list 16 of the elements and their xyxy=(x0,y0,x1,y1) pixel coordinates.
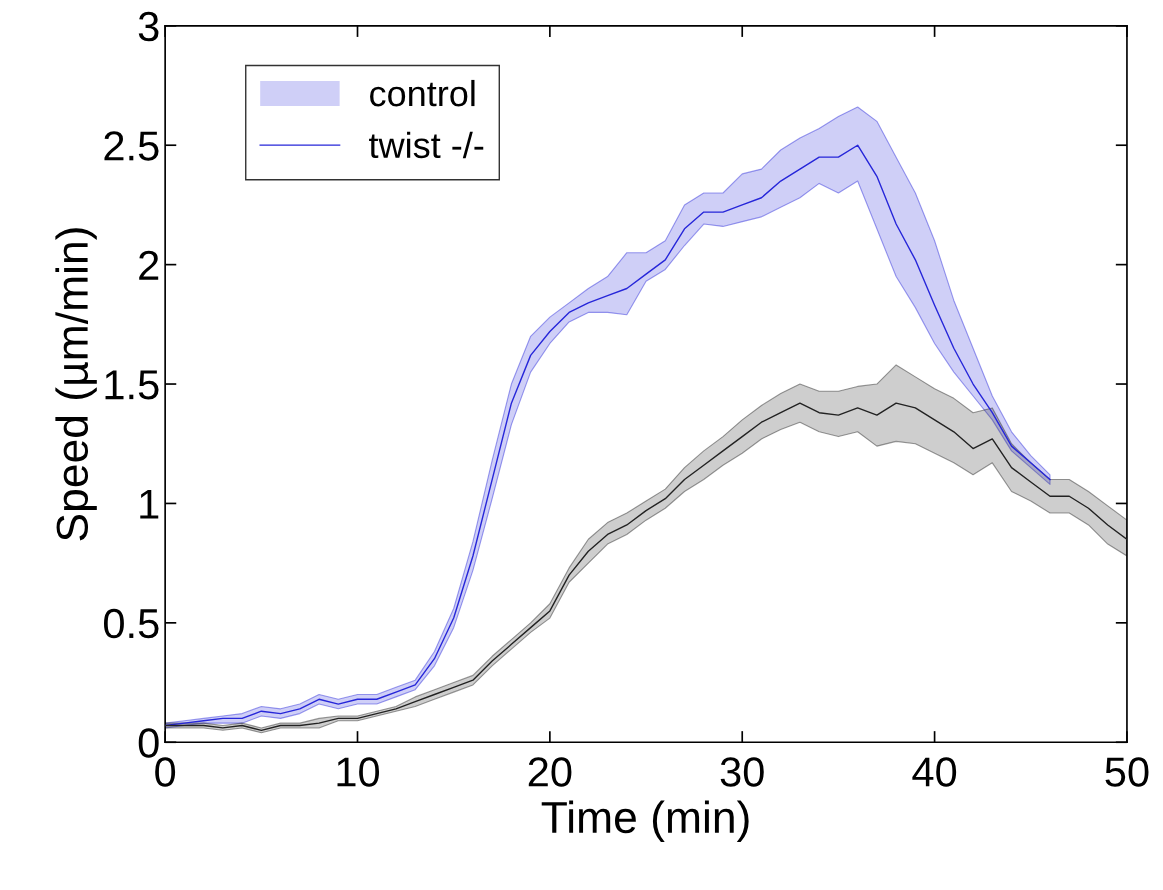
x-tick-label: 40 xyxy=(912,757,957,787)
x-tick-label: 20 xyxy=(528,757,572,787)
x-axis-title: Time (min) xyxy=(541,800,749,842)
y-tick-label: 2.5 xyxy=(104,131,159,161)
y-tick-label: 3 xyxy=(138,11,159,42)
y-tick-label: 0.5 xyxy=(104,608,159,639)
y-axis-title: Speed (µm/min) xyxy=(55,228,97,541)
legend-label: twist -/- xyxy=(369,131,484,159)
y-tick-label: 2 xyxy=(139,250,159,280)
y-tick-label: 1 xyxy=(140,489,159,519)
y-tick-label: 1.5 xyxy=(105,370,159,400)
x-tick-label: 10 xyxy=(337,757,380,787)
annotation: control xyxy=(370,79,475,107)
x-tick-label: 30 xyxy=(720,757,764,787)
x-tick-label: 50 xyxy=(1105,757,1149,787)
y-tick-label: 0 xyxy=(138,728,159,758)
